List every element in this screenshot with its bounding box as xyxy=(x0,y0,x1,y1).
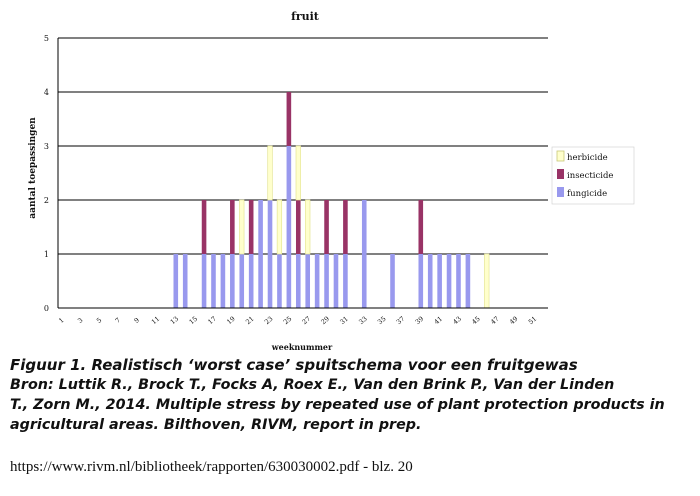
x-tick-label: 31 xyxy=(338,315,349,326)
bar-fungicide-week-31 xyxy=(343,254,348,308)
bar-fungicide-week-22 xyxy=(258,200,263,308)
y-tick-label: 0 xyxy=(44,304,49,313)
x-tick-label: 23 xyxy=(263,315,274,326)
x-tick-label: 17 xyxy=(206,315,217,326)
x-tick-label: 7 xyxy=(114,316,122,325)
legend-box xyxy=(551,146,635,205)
bar-fungicide-week-28 xyxy=(314,254,320,308)
y-tick-label: 4 xyxy=(44,88,49,97)
legend-swatch-herbicide xyxy=(556,150,565,162)
bar-herbicide-week-20 xyxy=(239,199,245,255)
bar-fungicide-week-14 xyxy=(182,254,188,308)
bar-insecticide-week-29 xyxy=(324,200,329,254)
bar-herbicide-week-24 xyxy=(276,199,283,255)
x-tick-label: 49 xyxy=(508,315,519,326)
bar-fungicide-week-30 xyxy=(333,254,339,308)
bar-fungicide-week-21 xyxy=(248,254,254,308)
bar-fungicide-week-41 xyxy=(437,254,442,308)
x-tick-label: 35 xyxy=(376,315,387,326)
legend-label-herbicide: herbicide xyxy=(567,153,608,163)
gridlines xyxy=(58,37,548,255)
bar-herbicide-week-46 xyxy=(484,253,490,309)
legend-swatch-insecticide xyxy=(557,169,564,179)
figure-caption: Figuur 1. Realistisch ‘worst case’ spuit… xyxy=(10,355,694,435)
x-tick-label: 41 xyxy=(433,315,444,326)
chart-title: fruit xyxy=(291,10,320,23)
bar-fungicide-week-27 xyxy=(305,254,311,308)
bar-fungicide-week-13 xyxy=(173,254,179,308)
bar-fungicide-week-24 xyxy=(277,254,282,308)
legend-label-fungicide: fungicide xyxy=(567,189,607,199)
bar-fungicide-week-29 xyxy=(324,254,329,308)
legend: herbicide insecticide fungicide xyxy=(551,146,635,205)
bar-fungicide-week-25 xyxy=(286,146,292,308)
x-tick-label: 9 xyxy=(133,316,141,325)
x-tick-label: 5 xyxy=(95,316,103,325)
x-tick-label: 33 xyxy=(357,315,368,326)
y-tick-label: 2 xyxy=(44,196,49,205)
x-tick-label: 27 xyxy=(301,315,312,326)
x-tick-label: 51 xyxy=(527,315,538,326)
bars xyxy=(173,92,490,309)
y-tick-label: 3 xyxy=(44,142,49,151)
bar-fungicide-week-16 xyxy=(201,254,207,308)
x-tick-label: 25 xyxy=(282,315,293,326)
caption-line-4: agricultural areas. Bilthoven, RIVM, rep… xyxy=(10,417,422,433)
bar-fungicide-week-20 xyxy=(239,254,245,308)
x-tick-label: 29 xyxy=(320,315,331,326)
y-tick-label: 1 xyxy=(44,250,49,259)
bar-fungicide-week-44 xyxy=(465,254,471,308)
x-tick-label: 13 xyxy=(169,315,180,326)
source-url[interactable]: https://www.rivm.nl/bibliotheek/rapporte… xyxy=(10,459,413,475)
bar-herbicide-week-27 xyxy=(305,199,311,255)
caption-line-1: Figuur 1. Realistisch ‘worst case’ spuit… xyxy=(10,356,578,374)
bar-insecticide-week-25 xyxy=(286,92,292,146)
x-tick-label: 21 xyxy=(244,315,255,326)
bar-fungicide-week-23 xyxy=(267,200,273,308)
bar-fungicide-week-40 xyxy=(427,254,433,308)
bar-fungicide-week-39 xyxy=(418,254,424,308)
bar-herbicide-week-26 xyxy=(295,145,301,201)
legend-swatch-fungicide xyxy=(557,187,564,197)
bar-herbicide-week-23 xyxy=(267,145,273,201)
caption-line-2: Bron: Luttik R., Brock T., Focks A, Roex… xyxy=(10,377,615,393)
x-tick-label: 45 xyxy=(470,315,481,326)
bar-fungicide-week-43 xyxy=(456,254,461,308)
x-tick-label: 39 xyxy=(414,315,425,326)
bar-insecticide-week-26 xyxy=(295,200,301,254)
bar-fungicide-week-17 xyxy=(211,254,216,308)
x-tick-label: 3 xyxy=(76,316,84,325)
x-tick-label: 37 xyxy=(395,315,406,326)
x-tick-label: 11 xyxy=(150,315,161,326)
bar-fungicide-week-36 xyxy=(390,254,395,308)
bar-insecticide-week-21 xyxy=(248,200,254,254)
bar-fungicide-week-33 xyxy=(361,200,367,308)
bar-insecticide-week-31 xyxy=(343,200,348,254)
bar-fungicide-week-19 xyxy=(230,254,235,308)
x-tick-label: 15 xyxy=(188,315,199,326)
bar-fungicide-week-18 xyxy=(220,254,226,308)
y-axis-label: aantal toepassingen xyxy=(28,117,38,219)
x-tick-label: 19 xyxy=(225,315,236,326)
x-axis-label: weeknummer xyxy=(271,342,333,352)
bar-fungicide-week-42 xyxy=(446,254,452,308)
x-tick-label: 47 xyxy=(489,315,500,326)
legend-label-insecticide: insecticide xyxy=(567,171,613,181)
bar-fungicide-week-26 xyxy=(295,254,301,308)
bar-insecticide-week-19 xyxy=(230,200,235,254)
x-tick-label: 43 xyxy=(451,315,462,326)
caption-line-3: T., Zorn M., 2014. Multiple stress by re… xyxy=(10,397,665,413)
x-tick-label: 1 xyxy=(57,316,65,325)
y-tick-label: 5 xyxy=(44,34,49,43)
bar-insecticide-week-39 xyxy=(418,200,424,254)
bar-insecticide-week-16 xyxy=(201,200,207,254)
